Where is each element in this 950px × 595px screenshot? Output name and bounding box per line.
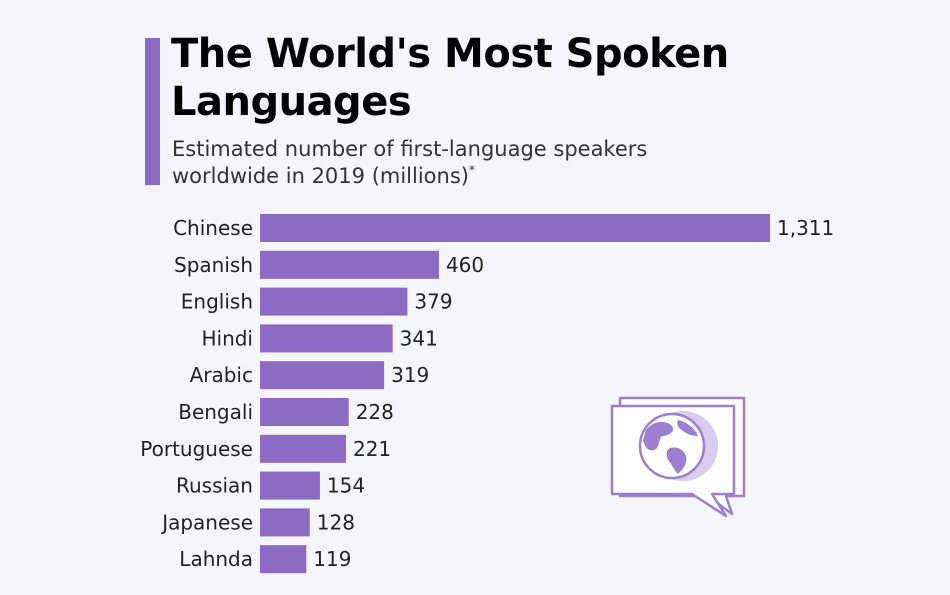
value-label: 460 xyxy=(446,253,484,277)
bar-lahnda xyxy=(260,545,307,574)
bar-spanish xyxy=(260,250,439,279)
category-label: Bengali xyxy=(178,400,253,424)
value-label: 341 xyxy=(400,326,438,350)
value-label: 228 xyxy=(356,400,394,424)
bar-russian xyxy=(260,471,320,500)
category-label: Chinese xyxy=(173,216,253,240)
speech-bubble-globe-icon xyxy=(610,396,746,518)
bar-chinese xyxy=(260,214,770,242)
subtitle-text: Estimated number of first-language speak… xyxy=(172,137,648,188)
bar-japanese xyxy=(260,508,310,537)
category-label: Portuguese xyxy=(140,437,253,461)
bar-english xyxy=(260,287,408,316)
value-label: 221 xyxy=(353,437,391,461)
category-label: Spanish xyxy=(174,253,253,277)
subtitle-footnote-mark: * xyxy=(468,163,475,177)
bar-arabic xyxy=(260,361,385,390)
chart-subtitle: Estimated number of first-language speak… xyxy=(172,136,732,190)
category-label: Arabic xyxy=(190,363,253,387)
bar-hindi xyxy=(260,324,393,353)
value-label: 119 xyxy=(313,547,351,571)
value-label: 379 xyxy=(414,290,452,314)
value-label: 319 xyxy=(391,363,429,387)
category-label: Hindi xyxy=(201,326,253,350)
value-label: 128 xyxy=(317,510,355,534)
category-label: Russian xyxy=(176,474,253,498)
category-label: English xyxy=(181,290,253,314)
category-label: Lahnda xyxy=(179,547,253,571)
chart-title: The World's Most Spoken Languages xyxy=(171,31,729,125)
bar-bengali xyxy=(260,398,349,426)
bar-portuguese xyxy=(260,434,346,463)
category-label: Japanese xyxy=(160,510,253,534)
title-accent-bar xyxy=(145,38,160,185)
value-label: 1,311 xyxy=(777,216,834,240)
value-label: 154 xyxy=(327,474,365,498)
